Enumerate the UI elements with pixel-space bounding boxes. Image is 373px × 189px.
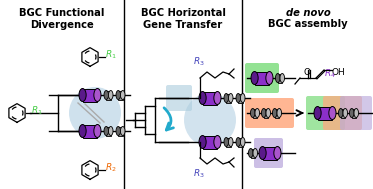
Ellipse shape (79, 125, 86, 138)
Bar (253, 108, 257, 118)
Ellipse shape (251, 71, 258, 84)
Ellipse shape (104, 91, 109, 99)
Ellipse shape (329, 106, 336, 119)
Text: O: O (304, 68, 310, 77)
FancyBboxPatch shape (323, 96, 362, 130)
Ellipse shape (214, 136, 221, 149)
Bar (82, 88, 97, 101)
Bar (251, 149, 255, 157)
FancyBboxPatch shape (340, 96, 372, 130)
Ellipse shape (314, 106, 321, 119)
Bar (106, 126, 111, 136)
Ellipse shape (248, 149, 253, 157)
Ellipse shape (253, 149, 257, 157)
Ellipse shape (255, 108, 260, 118)
Ellipse shape (277, 108, 282, 118)
Ellipse shape (104, 126, 109, 136)
FancyBboxPatch shape (254, 138, 283, 168)
Ellipse shape (116, 91, 120, 99)
Ellipse shape (273, 108, 277, 118)
Text: $R_1$: $R_1$ (105, 49, 117, 61)
Bar (226, 138, 231, 146)
Bar (264, 108, 268, 118)
FancyBboxPatch shape (166, 85, 192, 111)
Ellipse shape (236, 138, 241, 146)
FancyBboxPatch shape (245, 63, 279, 93)
Ellipse shape (261, 108, 266, 118)
Bar (203, 136, 217, 149)
Bar (106, 91, 111, 99)
Ellipse shape (339, 108, 343, 118)
Text: $R_3$: $R_3$ (193, 56, 205, 68)
Bar (278, 74, 282, 83)
Ellipse shape (241, 138, 245, 146)
Ellipse shape (259, 146, 266, 160)
FancyArrowPatch shape (164, 108, 173, 130)
Bar (255, 71, 269, 84)
Bar (226, 94, 231, 102)
Bar (203, 91, 217, 105)
FancyBboxPatch shape (245, 98, 294, 128)
Text: BGC assembly: BGC assembly (268, 19, 348, 29)
FancyBboxPatch shape (306, 96, 345, 130)
Ellipse shape (109, 126, 113, 136)
Ellipse shape (184, 93, 236, 147)
Bar (238, 94, 243, 102)
Bar (275, 108, 279, 118)
Bar (118, 126, 123, 136)
Text: $R_4$: $R_4$ (324, 68, 336, 80)
Text: de novo: de novo (286, 8, 330, 18)
Text: $R_3$: $R_3$ (193, 168, 205, 180)
Ellipse shape (199, 136, 206, 149)
Text: $R_1$: $R_1$ (31, 105, 43, 117)
Bar (118, 91, 123, 99)
Ellipse shape (350, 108, 354, 118)
Ellipse shape (236, 94, 241, 102)
Ellipse shape (94, 88, 101, 101)
Ellipse shape (116, 126, 120, 136)
Ellipse shape (229, 138, 233, 146)
Ellipse shape (274, 146, 281, 160)
Bar (238, 138, 243, 146)
Ellipse shape (224, 94, 229, 102)
Bar (352, 108, 356, 118)
Ellipse shape (69, 87, 121, 139)
Bar (82, 125, 97, 138)
Ellipse shape (120, 91, 125, 99)
Ellipse shape (94, 125, 101, 138)
Bar (263, 146, 278, 160)
Ellipse shape (79, 88, 86, 101)
Ellipse shape (229, 94, 233, 102)
Text: BGC Horizontal
Gene Transfer: BGC Horizontal Gene Transfer (141, 8, 225, 30)
Ellipse shape (354, 108, 358, 118)
Ellipse shape (109, 91, 113, 99)
Ellipse shape (343, 108, 348, 118)
Ellipse shape (199, 91, 206, 105)
Ellipse shape (266, 71, 273, 84)
Ellipse shape (251, 108, 255, 118)
Ellipse shape (276, 74, 280, 83)
Text: BGC Functional
Divergence: BGC Functional Divergence (19, 8, 105, 30)
Text: $R_2$: $R_2$ (105, 162, 117, 174)
Ellipse shape (120, 126, 125, 136)
Ellipse shape (241, 94, 245, 102)
Ellipse shape (224, 138, 229, 146)
Ellipse shape (214, 91, 221, 105)
Bar (317, 106, 332, 119)
Text: OH: OH (332, 68, 346, 77)
Ellipse shape (266, 108, 270, 118)
Ellipse shape (280, 74, 285, 83)
Bar (341, 108, 345, 118)
